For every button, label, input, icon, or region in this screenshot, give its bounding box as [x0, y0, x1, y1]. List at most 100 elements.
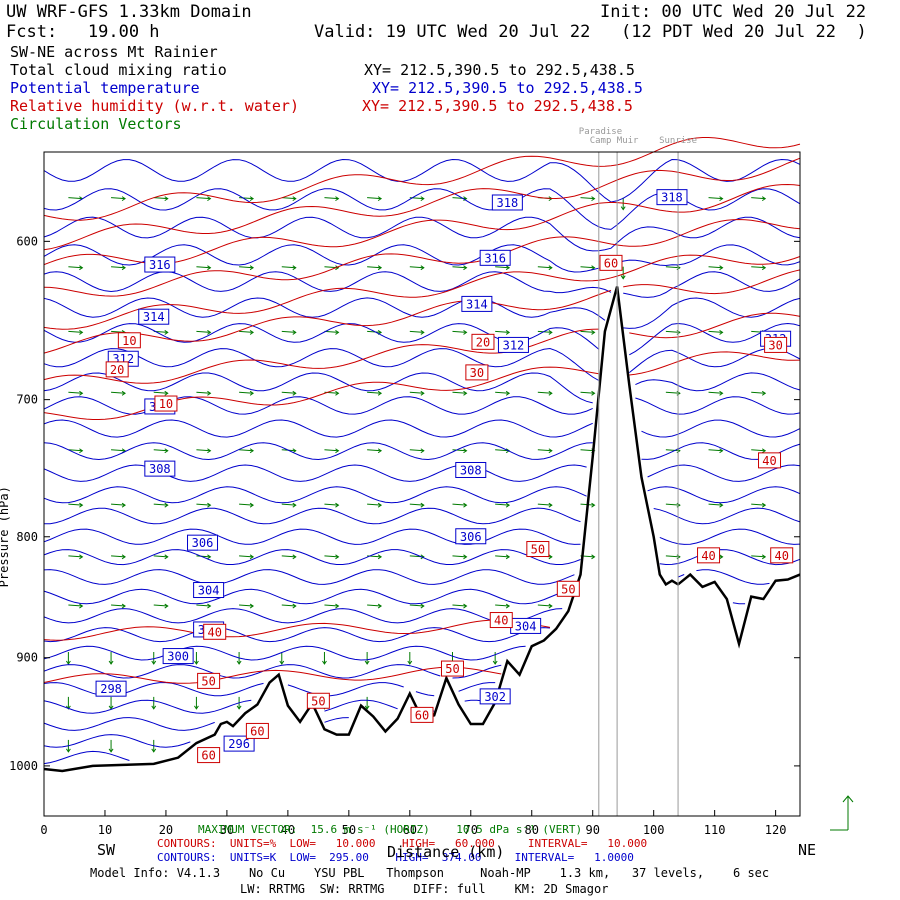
rh-contour	[43, 218, 801, 297]
vector-head	[292, 603, 297, 609]
vector-head	[194, 660, 199, 665]
theta-contour	[43, 322, 801, 356]
circulation-vector	[665, 555, 680, 558]
vector-head	[79, 554, 84, 560]
sw-label: SW	[97, 841, 116, 859]
y-tick-label: 800	[16, 530, 38, 544]
theta-contour	[43, 750, 130, 765]
vector-head	[364, 660, 370, 665]
circulation-vector	[452, 449, 467, 452]
circulation-vector	[196, 555, 211, 558]
vector-head	[377, 502, 383, 508]
rh-contour-label-box	[770, 547, 794, 564]
rh-contour-label-box	[105, 361, 129, 378]
circulation-vector	[324, 330, 339, 333]
circulation-vector	[281, 503, 296, 506]
vector-head	[548, 554, 553, 560]
rh-legend: Relative humidity (w.r.t. water)	[10, 97, 299, 115]
rh-contour-label: 50	[445, 662, 459, 676]
theta-contour-label: 300	[167, 650, 189, 664]
x-tick-label: 20	[159, 823, 173, 837]
theta-contour	[44, 628, 739, 642]
circulation-vector	[665, 391, 680, 394]
vector-head	[761, 390, 767, 396]
landmark-label: Camp Muir	[590, 136, 639, 146]
circulation-vector	[495, 555, 510, 558]
vector-head	[364, 705, 370, 710]
circulation-vector	[495, 391, 510, 394]
theta-contour-label-box	[656, 189, 688, 206]
vector-head	[591, 265, 596, 271]
x-tick-label: 120	[765, 823, 787, 837]
vector-head	[207, 603, 212, 609]
circulation-vector	[409, 604, 424, 607]
y-tick-label: 600	[16, 234, 38, 248]
circulation-vector	[537, 266, 552, 269]
vector-head	[407, 660, 413, 665]
theta-contour	[43, 507, 801, 525]
theta-contour	[43, 372, 801, 404]
vector-head	[377, 603, 383, 609]
rh-contour-label: 40	[494, 614, 508, 628]
vector-head	[420, 448, 425, 454]
theta-contour-label: 302	[484, 690, 506, 704]
vector-head	[377, 448, 383, 454]
vector-head	[761, 502, 767, 508]
circulation-vector	[196, 391, 211, 394]
circulation-vector	[708, 503, 723, 506]
model-info-physics: LW: RRTMG SW: RRTMG DIFF: full KM: 2D Sm…	[240, 882, 609, 896]
theta-contour-label-box	[455, 528, 487, 545]
circulation-vector	[196, 197, 211, 200]
theta-contour-label-box	[138, 308, 170, 325]
circulation-vector	[281, 391, 296, 394]
theta-contour	[43, 244, 801, 273]
vector-head	[505, 329, 511, 335]
circulation-vector	[239, 391, 254, 394]
circulation-vector	[665, 266, 680, 269]
vector-head	[207, 502, 212, 508]
circulation-vector	[324, 503, 339, 506]
vector-head	[79, 448, 84, 454]
vector-head	[335, 390, 340, 396]
vector-head	[719, 502, 724, 508]
vector-head	[719, 448, 724, 454]
theta-contour-label-box	[187, 534, 219, 551]
vector-head	[335, 502, 340, 508]
circulation-vector	[751, 449, 766, 452]
circulation-vector	[281, 555, 296, 558]
plot-frame	[43, 151, 801, 817]
circulation-vector	[196, 449, 211, 452]
circulation-vector	[68, 449, 83, 452]
theta-contour-label: 308	[149, 462, 171, 476]
vector-head	[420, 329, 425, 335]
theta-contour	[43, 419, 801, 438]
rh-contour	[43, 666, 502, 684]
circulation-vector	[537, 503, 552, 506]
rh-contour-label-box	[465, 364, 489, 381]
theta-contour-label: 304	[515, 619, 537, 633]
circulation-vector	[68, 330, 83, 333]
circulation-vector	[708, 391, 723, 394]
theta-contour	[43, 528, 801, 545]
rh-contour-label-box	[489, 612, 513, 629]
circulation-vector	[281, 266, 296, 269]
rh-contour-label: 40	[774, 549, 788, 563]
cross-section-title: SW-NE across Mt Rainier	[10, 43, 218, 61]
circulation-vector	[452, 503, 467, 506]
vector-head	[463, 603, 468, 609]
x-tick-label: 80	[525, 823, 539, 837]
vector-head	[377, 265, 383, 271]
circulation-vector	[751, 266, 766, 269]
rh-contour-label-box	[697, 547, 721, 564]
vector-head	[121, 603, 126, 609]
circulation-vector	[580, 391, 595, 394]
vector-head	[121, 265, 126, 271]
vector-head	[505, 390, 511, 396]
vector-head	[463, 448, 468, 454]
circulation-vector	[111, 503, 126, 506]
vector-head	[420, 196, 425, 202]
x-tick-label: 100	[643, 823, 665, 837]
theta-contour-label: 318	[497, 196, 519, 210]
rh-contour-label: 10	[159, 397, 173, 411]
circulation-vector	[111, 555, 126, 558]
